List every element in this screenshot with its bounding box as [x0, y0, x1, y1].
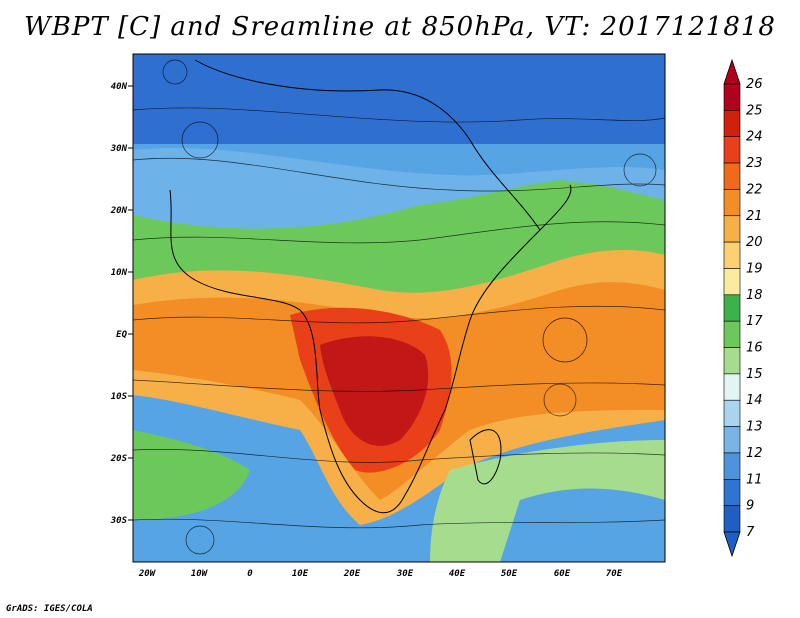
colorbar-swatch [723, 83, 741, 111]
colorbar-swatch [723, 452, 741, 480]
colorbar-label: 15 [746, 367, 763, 382]
colorbar: 26 25 24 23 22 21 20 19 18 17 16 15 14 13 12 11 9 7 [723, 58, 763, 558]
colorbar-swatch [723, 241, 741, 269]
streamlines [133, 59, 665, 555]
colorbar-swatch [723, 268, 741, 296]
lon-label: 40E [449, 569, 466, 579]
colorbar-swatch [723, 505, 741, 533]
lat-label: 20N [110, 206, 128, 216]
colorbar-label: 21 [746, 209, 763, 224]
lat-label: 40N [111, 82, 128, 92]
colorbar-swatch [723, 189, 741, 217]
lon-label: 30E [396, 569, 414, 579]
lon-label: 0 [247, 569, 253, 579]
colorbar-swatch [723, 110, 741, 138]
colorbar-swatch [723, 162, 741, 190]
map-title: WBPT [C] and Sreamline at 850hPa, VT: 20… [24, 12, 776, 42]
colorbar-label: 26 [746, 77, 763, 92]
lat-label: 10S [111, 392, 128, 402]
colorbar-swatch [723, 426, 741, 454]
colorbar-label: 16 [746, 341, 763, 356]
lon-label: 50E [501, 569, 518, 579]
colorbar-label: 22 [746, 182, 763, 197]
colorbar-label: 13 [746, 420, 763, 435]
colorbar-swatch [723, 478, 741, 506]
colorbar-swatch [723, 399, 741, 427]
lat-label: EQ [116, 330, 127, 340]
colorbar-swatch [723, 294, 741, 322]
lat-label: 10N [111, 268, 128, 278]
colorbar-label: 24 [746, 130, 763, 145]
colorbar-swatch [723, 373, 741, 401]
colorbar-label: 9 [746, 499, 754, 514]
colorbar-bottom-arrow [723, 531, 741, 558]
colorbar-top-arrow [723, 58, 741, 85]
colorbar-label: 18 [746, 288, 763, 303]
colorbar-label: 20 [746, 235, 763, 250]
colorbar-label: 25 [746, 103, 763, 118]
lon-label: 20W [138, 569, 157, 579]
lat-label: 20S [110, 454, 128, 464]
lon-label: 10E [292, 569, 309, 579]
lon-label: 70E [606, 569, 623, 579]
colorbar-swatch [723, 215, 741, 243]
wbpt-field [133, 54, 665, 562]
grads-credit: GrADS: IGES/COLA [6, 604, 93, 614]
colorbar-label: 7 [746, 525, 755, 540]
lon-label: 20E [343, 569, 361, 579]
colorbar-label: 14 [746, 393, 763, 408]
coastlines [169, 59, 572, 514]
lon-label: 60E [554, 569, 571, 579]
colorbar-swatch [723, 347, 741, 375]
lat-label: 30S [110, 516, 128, 526]
colorbar-swatch [723, 320, 741, 348]
map-frame [132, 53, 666, 563]
colorbar-label: 12 [746, 446, 763, 461]
lat-axis: 40N 30N 20N 10N EQ 10S 20S 30S [110, 82, 133, 526]
lon-label: 10W [191, 569, 209, 579]
lat-label: 30N [110, 144, 128, 154]
colorbar-label: 11 [746, 472, 763, 487]
lon-axis: 20W 10W 0 10E 20E 30E 40E 50E 60E 70E [138, 569, 623, 579]
colorbar-label: 19 [746, 261, 763, 276]
colorbar-label: 23 [746, 156, 763, 171]
colorbar-swatch [723, 136, 741, 164]
colorbar-label: 17 [746, 314, 763, 329]
